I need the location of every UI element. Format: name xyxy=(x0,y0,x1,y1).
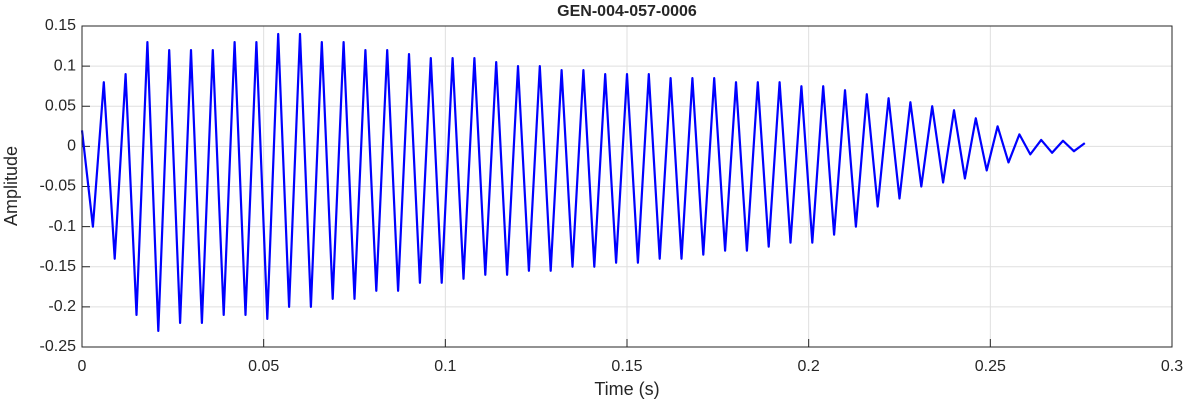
y-tick-label: 0.15 xyxy=(45,17,76,34)
y-tick-label: -0.25 xyxy=(40,338,77,355)
signal-line xyxy=(80,32,1086,333)
x-tick-label: 0 xyxy=(78,358,87,375)
x-tick-label: 0.15 xyxy=(611,358,642,375)
x-tick-label: 0.3 xyxy=(1161,358,1183,375)
y-tick-label: -0.2 xyxy=(48,298,76,315)
y-tick-label: -0.1 xyxy=(48,218,76,235)
y-tick-label: 0.1 xyxy=(54,57,76,74)
x-tick-label: 0.2 xyxy=(798,358,820,375)
chart-title: GEN-004-057-0006 xyxy=(557,3,697,20)
x-tick-label: 0.05 xyxy=(248,358,279,375)
axes-box xyxy=(81,25,1173,348)
y-tick-label: 0 xyxy=(67,138,76,155)
y-tick-label: 0.05 xyxy=(45,97,76,114)
y-tick-label: -0.05 xyxy=(40,178,77,195)
y-axis-label: Amplitude xyxy=(1,146,21,226)
x-tick-label: 0.25 xyxy=(975,358,1006,375)
y-tick-label: -0.15 xyxy=(40,258,77,275)
x-tick-label: 0.1 xyxy=(434,358,456,375)
x-axis-label: Time (s) xyxy=(594,379,659,399)
